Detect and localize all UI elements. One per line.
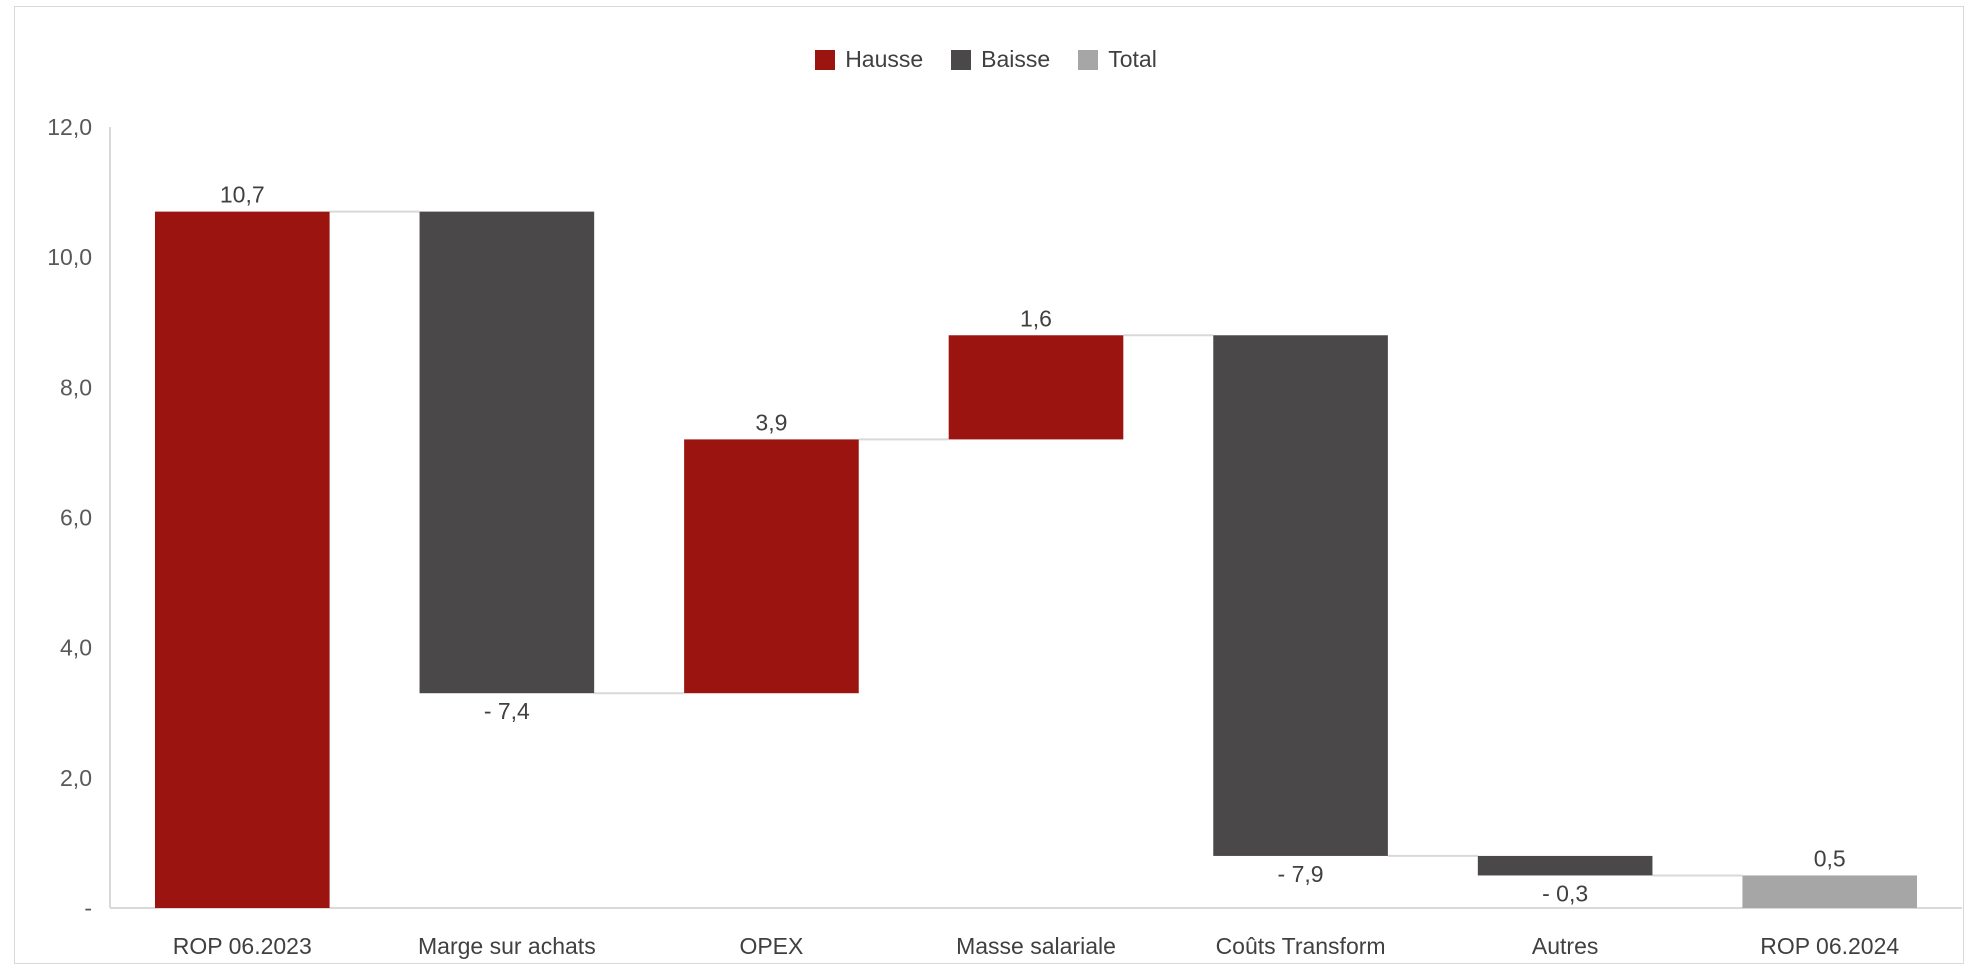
legend-swatch-baisse bbox=[951, 49, 972, 70]
category-label: ROP 06.2023 bbox=[173, 933, 312, 959]
category-label: OPEX bbox=[739, 933, 803, 959]
y-tick-label: 8,0 bbox=[60, 374, 92, 400]
data-label: - 7,4 bbox=[484, 698, 530, 724]
bar bbox=[1477, 855, 1653, 876]
legend-label-baisse: Baisse bbox=[981, 46, 1051, 72]
y-tick-label: 4,0 bbox=[60, 635, 92, 661]
legend-label-total: Total bbox=[1108, 46, 1157, 72]
legend-item-baisse: Baisse bbox=[951, 46, 1050, 73]
category-label: Autres bbox=[1532, 933, 1598, 959]
legend-item-total: Total bbox=[1078, 46, 1157, 73]
category-label: Masse salariale bbox=[956, 933, 1116, 959]
bar bbox=[154, 211, 330, 908]
data-label: 10,7 bbox=[220, 182, 265, 208]
chart-frame bbox=[14, 6, 1964, 964]
data-label: 0,5 bbox=[1814, 845, 1846, 871]
y-tick-label: - bbox=[84, 895, 92, 921]
data-label: - 7,9 bbox=[1278, 861, 1324, 887]
category-label: Marge sur achats bbox=[418, 933, 596, 959]
legend-item-hausse: Hausse bbox=[815, 46, 923, 73]
data-label: 3,9 bbox=[755, 409, 787, 435]
bar bbox=[948, 335, 1124, 440]
legend-swatch-total bbox=[1078, 49, 1099, 70]
data-label: 1,6 bbox=[1020, 305, 1052, 331]
bar bbox=[684, 439, 859, 694]
y-tick-label: 6,0 bbox=[60, 505, 92, 531]
y-tick-label: 10,0 bbox=[47, 244, 92, 270]
data-label: - 0,3 bbox=[1542, 880, 1588, 906]
y-tick-label: 12,0 bbox=[47, 114, 92, 140]
bar bbox=[1213, 335, 1388, 856]
bar bbox=[419, 211, 595, 694]
legend-label-hausse: Hausse bbox=[845, 46, 924, 72]
category-label: Coûts Transform bbox=[1216, 933, 1386, 959]
y-tick-label: 2,0 bbox=[60, 765, 92, 791]
bar bbox=[1742, 875, 1918, 908]
legend: Hausse Baisse Total bbox=[0, 46, 1972, 73]
category-label: ROP 06.2024 bbox=[1760, 933, 1899, 959]
legend-swatch-hausse bbox=[815, 49, 836, 70]
